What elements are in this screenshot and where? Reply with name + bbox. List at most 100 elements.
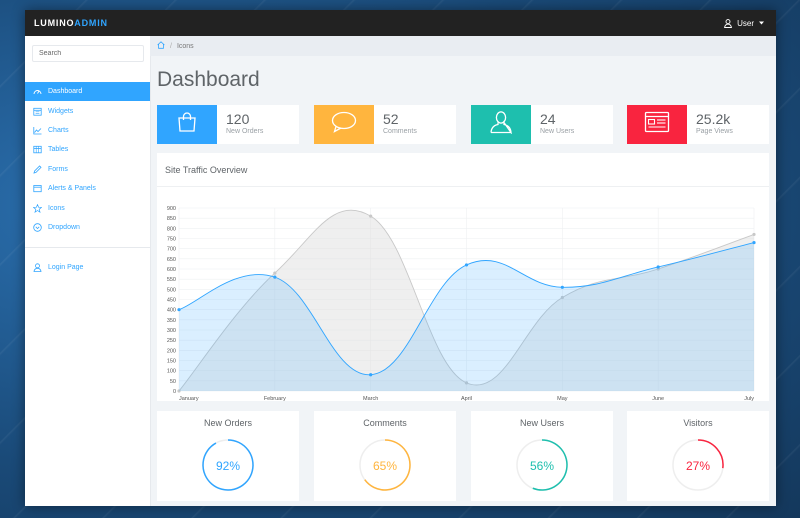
sidebar-item-icons[interactable]: Icons xyxy=(25,198,150,217)
stat-icon-box xyxy=(314,105,374,144)
data-point xyxy=(464,381,469,385)
sidebar-item-label: Alerts & Panels xyxy=(48,185,96,193)
panel-divider xyxy=(157,186,769,187)
page-title: Dashboard xyxy=(157,68,260,91)
data-point xyxy=(177,389,181,393)
sidebar-item-charts[interactable]: Charts xyxy=(25,121,150,140)
sidebar-item-dropdown[interactable]: Dropdown xyxy=(25,218,150,237)
y-tick-label: 200 xyxy=(167,348,176,354)
user-icon xyxy=(489,110,513,139)
x-tick-label: May xyxy=(557,396,568,401)
progress-arc xyxy=(364,439,411,491)
user-icon xyxy=(33,263,42,273)
calendar-icon xyxy=(33,107,42,116)
breadcrumb-separator: / xyxy=(170,42,172,50)
data-point xyxy=(464,263,469,267)
y-tick-label: 650 xyxy=(167,257,176,263)
progress-percent: 27% xyxy=(685,459,711,473)
progress-panel-visitors: Visitors 27% xyxy=(627,411,769,501)
y-tick-label: 100 xyxy=(167,369,176,375)
y-tick-label: 0 xyxy=(173,389,176,395)
sidebar-item-label: Dashboard xyxy=(48,88,83,96)
x-tick-label: June xyxy=(652,396,664,401)
breadcrumb: / Icons xyxy=(150,36,776,56)
sidebar-item-label: Tables xyxy=(48,146,69,154)
home-icon[interactable] xyxy=(157,41,165,51)
chart-title: Site Traffic Overview xyxy=(165,165,248,175)
progress-panel-new-users: New Users 56% xyxy=(471,411,613,501)
user-menu-label: User xyxy=(737,18,754,28)
stat-tile-new-orders: 120 New Orders xyxy=(157,105,299,144)
y-tick-label: 500 xyxy=(167,287,176,293)
stat-value: 120 xyxy=(226,111,250,127)
progress-panel-comments: Comments 65% xyxy=(314,411,456,501)
progress-arc xyxy=(532,439,568,491)
star-icon xyxy=(32,203,43,213)
x-tick-label: March xyxy=(363,396,378,401)
sidebar-item-label: Icons xyxy=(48,204,65,212)
data-point xyxy=(560,285,564,289)
user-menu-button[interactable]: User xyxy=(724,19,776,28)
y-tick-label: 350 xyxy=(167,318,176,324)
sidebar-item-dashboard[interactable]: Dashboard xyxy=(25,82,150,102)
sidebar-item-widgets[interactable]: Widgets xyxy=(25,101,150,120)
progress-title: Visitors xyxy=(683,418,713,428)
x-tick-label: April xyxy=(461,396,472,401)
sidebar-item-label: Login Page xyxy=(48,264,84,272)
sidebar-divider xyxy=(25,247,150,249)
sidebar-item-label: Charts xyxy=(48,126,69,134)
search-input[interactable] xyxy=(32,45,144,62)
table-icon xyxy=(33,145,42,154)
y-tick-label: 850 xyxy=(167,216,176,222)
data-point xyxy=(752,240,756,245)
dropdown-icon xyxy=(33,223,42,232)
y-tick-label: 900 xyxy=(167,206,176,212)
y-tick-label: 800 xyxy=(167,226,176,232)
dashboard-window: LUMINOADMIN User Dashboard Widgets xyxy=(25,10,776,506)
data-point xyxy=(273,271,277,275)
stat-tile-new-users: 24 New Users xyxy=(471,105,613,144)
x-tick-label: February xyxy=(264,396,286,401)
sidebar-item-alerts-panels[interactable]: Alerts & Panels xyxy=(25,179,150,198)
progress-ring xyxy=(672,439,724,491)
sidebar-item-login-page[interactable]: Login Page xyxy=(25,258,150,277)
data-point xyxy=(656,265,660,269)
site-traffic-panel: Site Traffic Overview 0 50 100 150 200 250 300… xyxy=(157,153,769,401)
data-point xyxy=(273,275,277,279)
site-traffic-chart: 0 50 100 150 200 250 300 350 400 450 500 550 600 650 7… xyxy=(167,206,756,401)
progress-title: Comments xyxy=(363,418,407,428)
series-area xyxy=(179,242,754,391)
y-tick-label: 150 xyxy=(167,359,176,365)
series-area xyxy=(179,210,754,391)
y-tick-label: 700 xyxy=(167,247,176,253)
x-tick-label: July xyxy=(744,396,754,401)
stat-icon-box xyxy=(471,105,531,144)
sidebar-item-forms[interactable]: Forms xyxy=(25,160,150,179)
breadcrumb-current: Icons xyxy=(176,42,194,50)
data-point xyxy=(369,214,373,218)
stat-value: 52 xyxy=(383,111,399,127)
pencil-icon xyxy=(33,165,42,174)
brand-logo[interactable]: LUMINOADMIN xyxy=(25,18,108,28)
stat-icon-box xyxy=(157,105,217,144)
stat-label: Comments xyxy=(383,128,417,135)
sidebar-item-label: Dropdown xyxy=(48,223,80,231)
progress-percent: 92% xyxy=(215,459,241,473)
brand-text-primary: LUMINO xyxy=(34,18,75,28)
y-tick-label: 50 xyxy=(170,379,176,385)
caret-down-icon xyxy=(759,21,764,25)
dashboard-icon xyxy=(33,87,42,96)
progress-arc xyxy=(202,439,254,491)
browser-window-icon xyxy=(644,111,670,138)
progress-title: New Orders xyxy=(203,418,252,428)
sidebar-item-tables[interactable]: Tables xyxy=(25,140,150,159)
progress-arc xyxy=(697,439,724,469)
progress-percent: 65% xyxy=(372,459,398,473)
stat-tile-comments: 52 Comments xyxy=(314,105,456,144)
x-tick-label: January xyxy=(179,396,199,401)
y-tick-label: 300 xyxy=(167,328,176,334)
y-tick-label: 550 xyxy=(167,277,176,283)
line-chart-icon xyxy=(33,126,42,135)
panel-icon xyxy=(33,184,42,193)
sidebar: Dashboard Widgets Charts Tables Forms Al… xyxy=(25,36,151,506)
